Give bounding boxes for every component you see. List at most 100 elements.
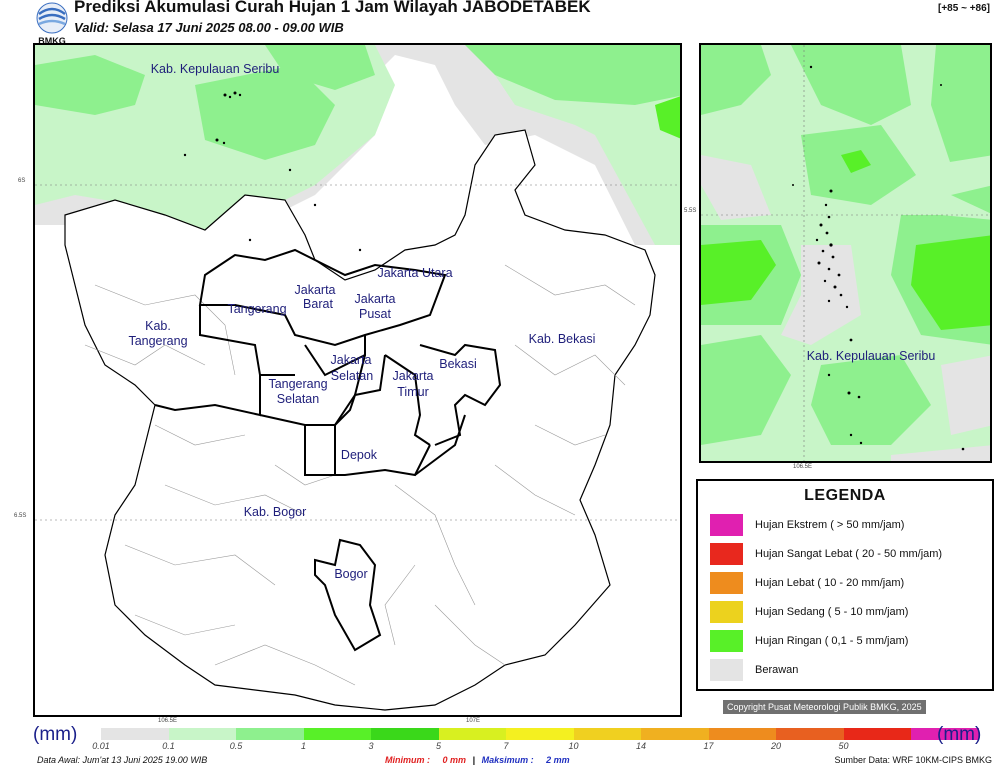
label-jakarta-pusat-1: Jakarta bbox=[355, 292, 396, 306]
inset-graticule bbox=[701, 45, 990, 461]
colorbar-segment bbox=[168, 728, 236, 740]
colorbar-segment bbox=[776, 728, 844, 740]
data-source: Sumber Data: WRF 10KM-CIPS BMKG bbox=[834, 755, 992, 765]
legend-item-berawan: Berawan bbox=[710, 659, 798, 681]
district-boundaries bbox=[84, 264, 636, 686]
colorbar bbox=[101, 728, 979, 740]
main-map[interactable]: Kab. Kepulauan Seribu Jakarta Utara Jaka… bbox=[33, 43, 682, 717]
legend-label: Hujan Ekstrem ( > 50 mm/jam) bbox=[755, 519, 905, 531]
colorbar-segment bbox=[303, 728, 371, 740]
colorbar-tick-label: 0.1 bbox=[162, 741, 175, 751]
inset-lon-label: 106.5E bbox=[793, 464, 813, 470]
islands bbox=[183, 91, 362, 252]
legend-label: Hujan Lebat ( 10 - 20 mm/jam) bbox=[755, 577, 905, 589]
city-boundaries bbox=[154, 248, 502, 652]
lat-label-6-5s: 6.5S bbox=[14, 513, 27, 519]
legend-item-lebat: Hujan Lebat ( 10 - 20 mm/jam) bbox=[710, 572, 904, 594]
label-bekasi: Bekasi bbox=[439, 357, 477, 371]
colorbar-segment bbox=[371, 728, 439, 740]
label-tangerang: Tangerang bbox=[227, 302, 286, 316]
legend-swatch bbox=[710, 514, 743, 536]
label-bogor: Bogor bbox=[334, 567, 367, 581]
separator: | bbox=[472, 755, 476, 765]
min-value: 0 mm bbox=[442, 755, 467, 765]
colorbar-tick-label: 50 bbox=[838, 741, 849, 751]
colorbar-segment bbox=[101, 728, 169, 740]
precipitation-field bbox=[35, 45, 680, 245]
colorbar-tick-label: 0.01 bbox=[92, 741, 110, 751]
legend-swatch bbox=[710, 659, 743, 681]
legend-item-sangat-lebat: Hujan Sangat Lebat ( 20 - 50 mm/jam) bbox=[710, 543, 942, 565]
inset-map[interactable]: Kab. Kepulauan Seribu bbox=[699, 43, 992, 463]
label-kab-bogor: Kab. Bogor bbox=[244, 505, 307, 519]
colorbar-tick-label: 10 bbox=[568, 741, 579, 751]
colorbar-tick-label: 7 bbox=[503, 741, 509, 751]
colorbar-tick-label: 20 bbox=[770, 741, 782, 751]
legend-label: Berawan bbox=[755, 664, 799, 676]
legend-label: Hujan Sangat Lebat ( 20 - 50 mm/jam) bbox=[755, 548, 943, 560]
legend-swatch bbox=[710, 601, 743, 623]
colorbar-tick-label: 3 bbox=[368, 741, 374, 751]
colorbar-segment bbox=[506, 728, 574, 740]
bmkg-logo: BMKG bbox=[36, 2, 68, 46]
page-title: Prediksi Akumulasi Curah Hujan 1 Jam Wil… bbox=[74, 0, 591, 16]
label-jakarta-utara: Jakarta Utara bbox=[377, 266, 452, 280]
max-label: Maksimum : bbox=[481, 755, 534, 765]
copyright-badge: Copyright Pusat Meteorologi Publik BMKG,… bbox=[723, 700, 926, 714]
legend-item-ekstrem: Hujan Ekstrem ( > 50 mm/jam) bbox=[710, 514, 904, 536]
colorbar-segment bbox=[641, 728, 709, 740]
legend-swatch bbox=[710, 630, 743, 652]
label-jakarta-selatan-1: Jakarta bbox=[331, 353, 372, 367]
valid-time: Valid: Selasa 17 Juni 2025 08.00 - 09.00… bbox=[74, 20, 344, 35]
colorbar-segment bbox=[911, 728, 979, 740]
inset-islands bbox=[792, 65, 965, 451]
label-jakarta-barat-2: Barat bbox=[303, 297, 333, 311]
label-depok: Depok bbox=[341, 448, 378, 462]
label-kab-tangerang-1: Kab. bbox=[145, 319, 171, 333]
label-kepulauan-seribu: Kab. Kepulauan Seribu bbox=[151, 62, 280, 76]
legend-title: LEGENDA bbox=[804, 487, 886, 504]
graticule bbox=[35, 184, 680, 521]
max-value: 2 mm bbox=[546, 755, 570, 765]
legend-label: Hujan Ringan ( 0,1 - 5 mm/jam) bbox=[755, 635, 909, 647]
label-kab-bekasi: Kab. Bekasi bbox=[529, 332, 596, 346]
colorbar-tick-label: 0.5 bbox=[229, 741, 243, 751]
colorbar-tick-label: 14 bbox=[635, 741, 647, 751]
region-labels: Kab. Kepulauan Seribu Jakarta Utara Jaka… bbox=[128, 62, 595, 581]
colorbar-tick-label: 5 bbox=[435, 741, 442, 751]
lat-label-6s: 6S bbox=[18, 178, 26, 184]
colorbar-segment bbox=[573, 728, 641, 740]
colorbar-segment bbox=[236, 728, 304, 740]
label-jakarta-barat-1: Jakarta bbox=[295, 283, 336, 297]
lon-label-107e: 107E bbox=[466, 718, 481, 724]
colorbar-segment bbox=[438, 728, 506, 740]
inset-label-kepulauan-seribu: Kab. Kepulauan Seribu bbox=[807, 349, 936, 363]
colorbar-unit-left: (mm) bbox=[33, 724, 78, 745]
label-jakarta-timur-2: Timur bbox=[397, 385, 428, 399]
colorbar-unit-right: (mm) bbox=[937, 724, 982, 745]
colorbar-segment bbox=[843, 728, 911, 740]
legend-swatch bbox=[710, 543, 743, 565]
legend: LEGENDA Hujan Ekstrem ( > 50 mm/jam) Huj… bbox=[696, 479, 994, 691]
inset-lat-label: 5.5S bbox=[684, 208, 697, 214]
min-max-summary: Minimum : 0 mm | Maksimum : 2 mm bbox=[385, 755, 570, 765]
min-label: Minimum : bbox=[385, 755, 430, 765]
logo-text: BMKG bbox=[38, 36, 66, 46]
colorbar-tick-label: 1 bbox=[300, 741, 307, 751]
label-kab-tangerang-2: Tangerang bbox=[128, 334, 187, 348]
legend-label: Hujan Sedang ( 5 - 10 mm/jam) bbox=[755, 606, 909, 618]
label-jakarta-pusat-2: Pusat bbox=[359, 307, 391, 321]
label-jakarta-timur-1: Jakarta bbox=[393, 369, 434, 383]
label-jakarta-selatan-2: Selatan bbox=[331, 369, 373, 383]
legend-item-ringan: Hujan Ringan ( 0,1 - 5 mm/jam) bbox=[710, 630, 908, 652]
land-area bbox=[64, 129, 656, 711]
legend-swatch bbox=[710, 572, 743, 594]
colorbar-segment bbox=[708, 728, 776, 740]
label-tangerang-selatan-1: Tangerang bbox=[268, 377, 327, 391]
legend-item-sedang: Hujan Sedang ( 5 - 10 mm/jam) bbox=[710, 601, 908, 623]
data-awal: Data Awal: Jum'at 13 Juni 2025 19.00 WIB bbox=[37, 755, 208, 765]
colorbar-tick-label: 17 bbox=[703, 741, 714, 751]
lon-label-106-5e: 106.5E bbox=[158, 718, 178, 724]
inset-precipitation-field bbox=[701, 45, 990, 461]
label-tangerang-selatan-2: Selatan bbox=[277, 392, 319, 406]
